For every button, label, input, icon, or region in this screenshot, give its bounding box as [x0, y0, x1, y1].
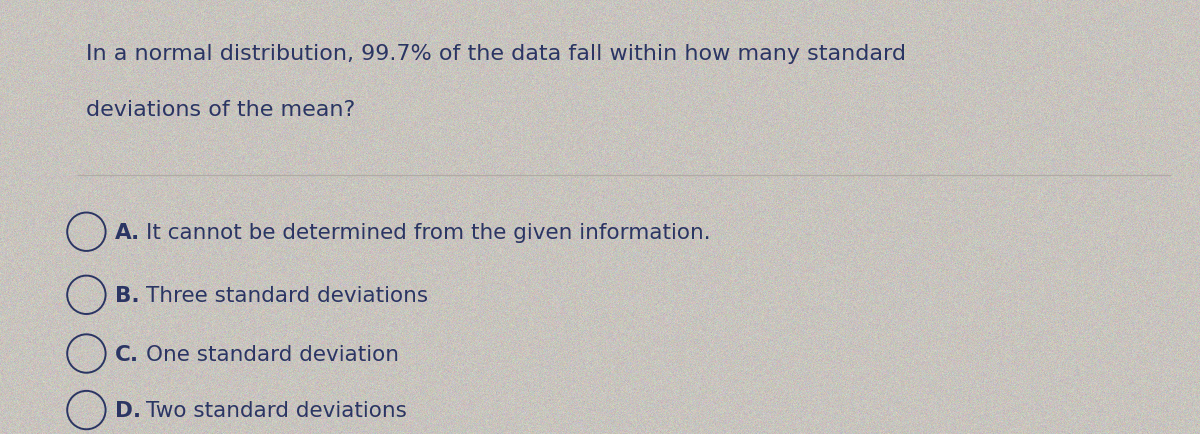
Text: Three standard deviations: Three standard deviations: [146, 285, 428, 305]
Text: One standard deviation: One standard deviation: [146, 344, 400, 364]
Text: B.: B.: [115, 285, 140, 305]
Text: In a normal distribution, 99.7% of the data fall within how many standard: In a normal distribution, 99.7% of the d…: [86, 43, 906, 63]
Text: Two standard deviations: Two standard deviations: [146, 400, 407, 420]
Text: D.: D.: [115, 400, 142, 420]
Text: C.: C.: [115, 344, 139, 364]
Text: It cannot be determined from the given information.: It cannot be determined from the given i…: [146, 222, 712, 242]
Text: deviations of the mean?: deviations of the mean?: [86, 100, 355, 120]
Text: A.: A.: [115, 222, 140, 242]
